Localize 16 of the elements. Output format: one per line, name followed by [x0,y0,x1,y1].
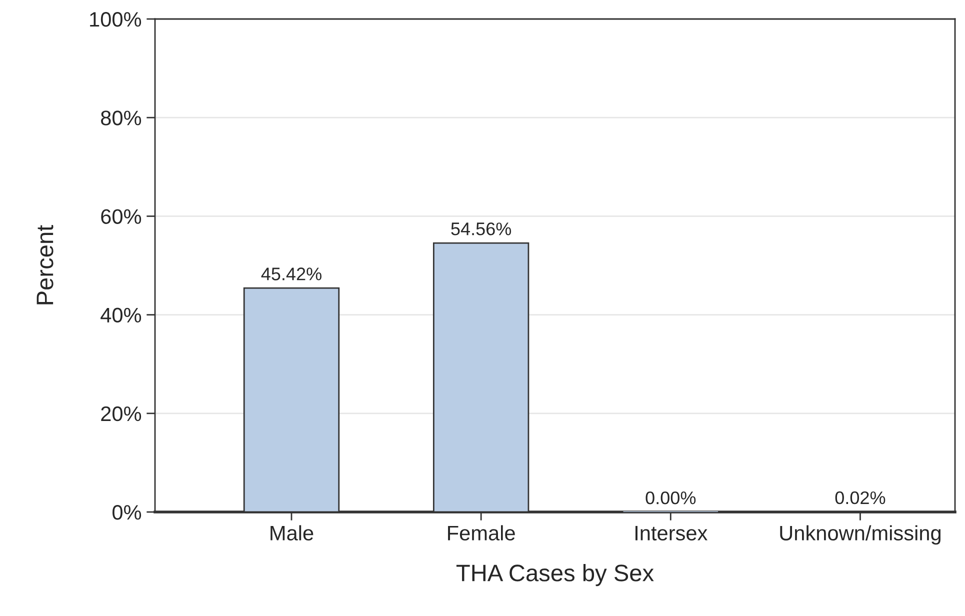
data-label: 0.02% [835,491,886,504]
x-tick-label: Unknown/missing [780,525,941,545]
x-axis-title: THA Cases by Sex [456,564,654,586]
y-tick-label: 100% [90,12,142,27]
x-tick-label: Male [270,525,314,540]
data-label: 54.56% [451,222,512,236]
data-label: 0.00% [646,491,696,504]
y-axis-title: Percent [36,224,54,304]
y-tick-label: 40% [100,308,142,323]
y-tick-label: 60% [101,209,142,224]
y-tick-label: 20% [101,406,142,422]
data-label: 45.42% [261,268,322,280]
y-tick-label: 0% [112,505,142,520]
x-tick-label: Female [448,525,515,540]
x-tick-label: Intersex [636,526,708,540]
y-tick-label: 80% [101,110,142,126]
